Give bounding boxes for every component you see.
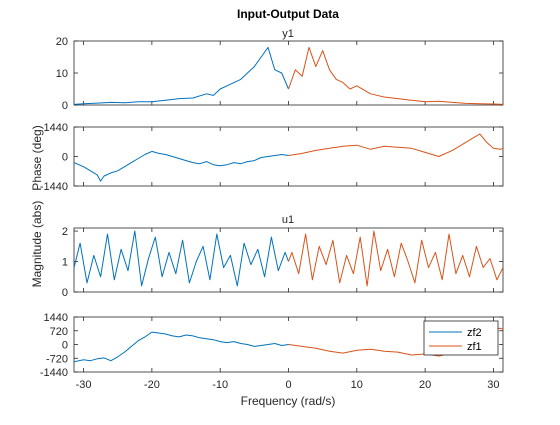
x-tick-label: 20 xyxy=(419,379,431,391)
legend-label-zf2: zf2 xyxy=(467,327,482,339)
y-tick-label: 0 xyxy=(62,100,68,112)
x-tick-label: 10 xyxy=(351,379,363,391)
x-tick-label: -30 xyxy=(76,379,92,391)
u1-title: u1 xyxy=(282,214,294,226)
y-tick-label: -1440 xyxy=(40,181,68,193)
legend-label-zf1: zf1 xyxy=(467,341,482,353)
y1-title: y1 xyxy=(282,28,294,40)
series-line-zf1 xyxy=(288,46,503,105)
u1-magnitude-ylabel: Magnitude (abs) xyxy=(30,201,44,288)
x-axis-label: Frequency (rad/s) xyxy=(241,394,336,408)
y-tick-label: 1440 xyxy=(44,312,68,324)
series-line-zf2 xyxy=(74,331,289,363)
panel-u1-magnitude: 0 1 2 xyxy=(62,226,504,299)
y-tick-label: 10 xyxy=(56,68,68,80)
axes-frame xyxy=(73,40,504,106)
legend-box xyxy=(423,320,499,356)
y-tick-label: 0 xyxy=(62,340,68,352)
y-tick-label: 2 xyxy=(62,226,68,238)
series-line-zf1 xyxy=(288,230,503,287)
panel-y1-magnitude: 0 10 20 xyxy=(56,36,504,112)
y-tick-label: -720 xyxy=(46,353,68,365)
y1-phase-ylabel: Phase (deg) xyxy=(30,125,44,190)
x-tick-label: 30 xyxy=(487,379,499,391)
series-line-zf2 xyxy=(74,150,289,182)
series-line-zf2 xyxy=(74,46,289,105)
panel-y1-phase: -1440 0 1440 xyxy=(40,122,504,193)
figure-title: Input-Output Data xyxy=(237,7,339,21)
series-line-zf1 xyxy=(288,133,503,157)
y-tick-label: 0 xyxy=(62,287,68,299)
x-tick-label: 0 xyxy=(285,379,291,391)
y-tick-label: -1440 xyxy=(40,367,68,379)
x-tick-label: -20 xyxy=(144,379,160,391)
y-tick-label: 720 xyxy=(50,326,68,338)
y-tick-label: 0 xyxy=(62,152,68,164)
y-tick-label: 20 xyxy=(56,36,68,48)
x-tick-label: -10 xyxy=(212,379,228,391)
series-line-zf2 xyxy=(74,230,289,287)
y-tick-label: 1440 xyxy=(44,122,68,134)
y-tick-label: 1 xyxy=(62,257,68,269)
